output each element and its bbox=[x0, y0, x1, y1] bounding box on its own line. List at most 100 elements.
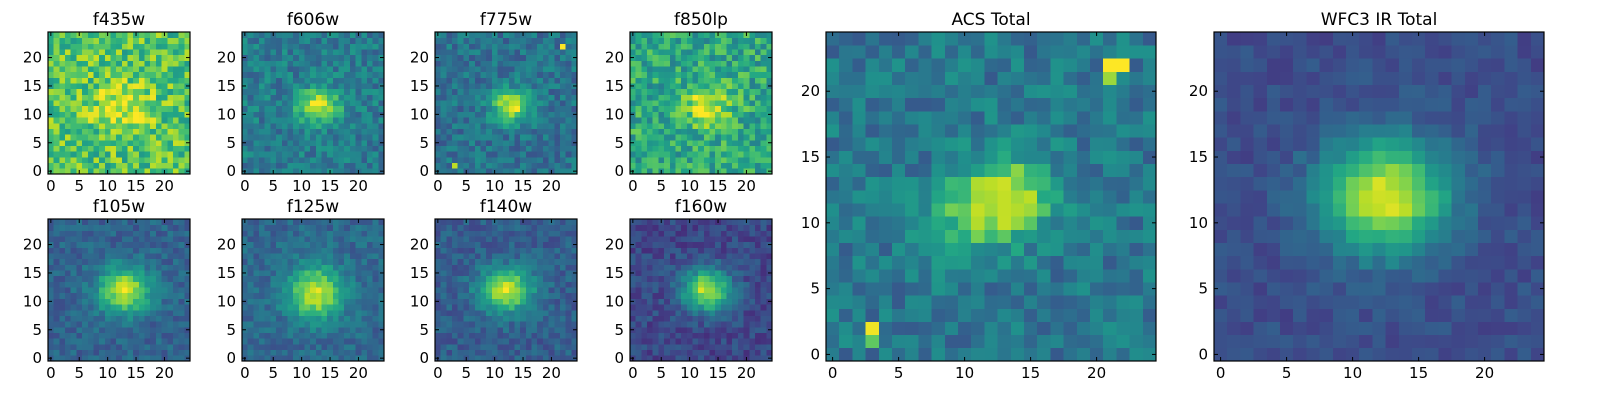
heatmap-cell bbox=[65, 111, 72, 118]
heatmap-cell bbox=[161, 224, 168, 231]
heatmap-cell bbox=[452, 298, 459, 305]
heatmap-cell bbox=[99, 43, 106, 50]
heatmap-cell bbox=[709, 355, 716, 362]
heatmap-cell bbox=[48, 156, 55, 164]
heatmap-cell bbox=[332, 105, 339, 112]
heatmap-cell bbox=[531, 264, 538, 271]
heatmap-cell bbox=[93, 292, 100, 299]
heatmap-cell bbox=[732, 37, 739, 44]
heatmap-cell bbox=[247, 349, 254, 356]
heatmap-cell bbox=[372, 134, 379, 141]
heatmap-cell bbox=[641, 343, 648, 351]
heatmap-cell bbox=[150, 287, 157, 294]
heatmap-cell bbox=[59, 37, 66, 44]
heatmap-cell bbox=[48, 236, 55, 243]
heatmap-cell bbox=[669, 71, 676, 78]
heatmap-cell bbox=[321, 326, 328, 333]
heatmap-cell bbox=[116, 151, 123, 158]
heatmap-cell bbox=[355, 247, 362, 254]
heatmap-cell bbox=[554, 128, 561, 135]
heatmap-cell bbox=[372, 241, 379, 248]
heatmap-cell bbox=[743, 326, 750, 333]
heatmap-cell bbox=[709, 151, 716, 158]
heatmap-cell bbox=[310, 105, 317, 112]
heatmap-cell bbox=[144, 321, 151, 328]
heatmap-cell bbox=[270, 37, 277, 44]
heatmap-cell bbox=[715, 122, 722, 129]
heatmap-cell bbox=[726, 100, 733, 107]
heatmap-cell bbox=[514, 287, 521, 294]
heatmap-cell bbox=[242, 236, 249, 243]
heatmap-cell bbox=[435, 230, 442, 237]
heatmap-cell bbox=[737, 139, 744, 146]
heatmap-cell bbox=[635, 139, 642, 146]
heatmap-cell bbox=[497, 128, 504, 135]
heatmap-cell bbox=[737, 32, 744, 39]
heatmap-cell bbox=[503, 253, 510, 260]
heatmap-cell bbox=[310, 156, 317, 164]
heatmap-cell bbox=[531, 168, 538, 175]
heatmap-cell bbox=[440, 236, 447, 243]
heatmap-cell bbox=[293, 100, 300, 107]
heatmap-cell bbox=[520, 134, 527, 141]
heatmap-cell bbox=[138, 270, 145, 277]
heatmap-cell bbox=[276, 105, 283, 112]
heatmap-cell bbox=[372, 71, 379, 78]
heatmap-cell bbox=[647, 43, 654, 50]
heatmap-cell bbox=[641, 292, 648, 299]
heatmap-cell bbox=[497, 122, 504, 129]
heatmap-cell bbox=[127, 219, 134, 226]
heatmap-cell bbox=[548, 247, 555, 254]
heatmap-cell bbox=[554, 230, 561, 237]
heatmap-cell bbox=[554, 139, 561, 146]
heatmap-cell bbox=[508, 264, 515, 271]
heatmap-cell bbox=[178, 219, 185, 226]
heatmap-cell bbox=[150, 88, 157, 95]
heatmap-cell bbox=[571, 77, 578, 84]
heatmap-cell bbox=[99, 122, 106, 129]
panel-title: f435w bbox=[93, 10, 145, 30]
heatmap-cell bbox=[355, 338, 362, 345]
heatmap-cell bbox=[635, 77, 642, 84]
heatmap-cell bbox=[435, 49, 442, 56]
heatmap-cell bbox=[144, 224, 151, 231]
heatmap-cell bbox=[669, 321, 676, 328]
heatmap-cell bbox=[110, 258, 117, 265]
heatmap-cell bbox=[247, 100, 254, 107]
heatmap-cell bbox=[82, 275, 89, 282]
heatmap-cell bbox=[531, 105, 538, 112]
heatmap-cell bbox=[548, 162, 555, 169]
heatmap-cell bbox=[520, 54, 527, 61]
heatmap-cell bbox=[503, 83, 510, 90]
heatmap-cell bbox=[542, 88, 549, 95]
heatmap-cell bbox=[321, 139, 328, 146]
heatmap-cell bbox=[366, 270, 374, 277]
heatmap-cell bbox=[630, 134, 637, 141]
heatmap-cell bbox=[686, 349, 693, 356]
heatmap-cell bbox=[287, 298, 294, 305]
heatmap-cell bbox=[127, 117, 134, 124]
heatmap-cell bbox=[709, 168, 716, 175]
heatmap-cell bbox=[548, 151, 555, 158]
heatmap-cell bbox=[349, 43, 356, 50]
heatmap-cell bbox=[155, 139, 162, 146]
heatmap-cell bbox=[172, 292, 180, 299]
heatmap-cell bbox=[327, 315, 334, 322]
heatmap-cell bbox=[503, 338, 510, 345]
heatmap-cell bbox=[681, 128, 688, 135]
heatmap-cell bbox=[452, 151, 459, 158]
heatmap-cell bbox=[372, 77, 379, 84]
heatmap-cell bbox=[457, 168, 464, 175]
heatmap-cell bbox=[452, 349, 459, 356]
heatmap-cell bbox=[652, 43, 659, 50]
heatmap-cell bbox=[310, 275, 317, 282]
heatmap-cell bbox=[116, 247, 123, 254]
heatmap-cell bbox=[491, 128, 498, 135]
heatmap-cell bbox=[264, 66, 271, 73]
heatmap-cell bbox=[542, 49, 549, 56]
heatmap-cell bbox=[327, 236, 334, 243]
heatmap-cell bbox=[242, 253, 249, 260]
heatmap-cell bbox=[760, 349, 767, 356]
heatmap-cell bbox=[737, 105, 744, 112]
heatmap-cell bbox=[760, 88, 767, 95]
